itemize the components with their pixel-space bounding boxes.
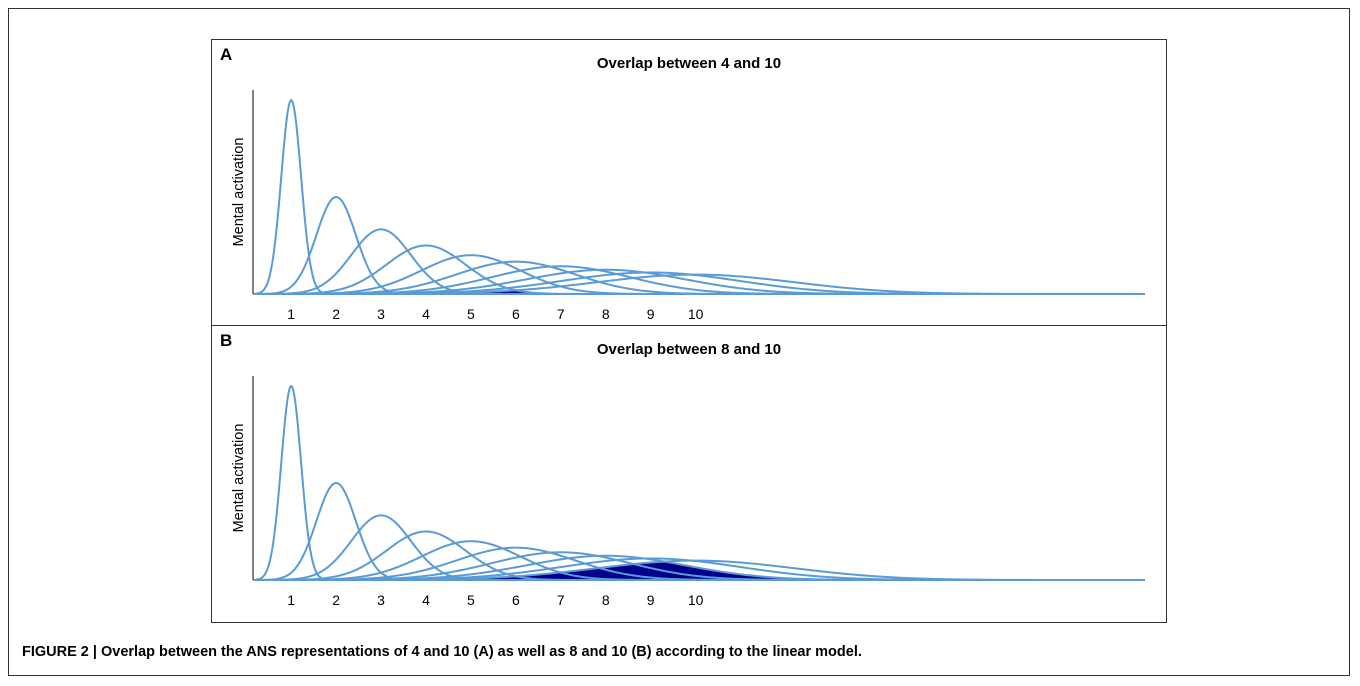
panel-label-b: B bbox=[220, 331, 232, 350]
panel-label-a: A bbox=[220, 45, 232, 64]
x-tick-label-10-b: 10 bbox=[688, 592, 704, 608]
x-tick-label-10-a: 10 bbox=[688, 306, 704, 322]
y-axis-label-b: Mental activation bbox=[231, 424, 247, 533]
x-tick-label-4-a: 4 bbox=[422, 306, 430, 322]
x-tick-label-9-b: 9 bbox=[647, 592, 655, 608]
x-tick-label-8-b: 8 bbox=[602, 592, 610, 608]
panel-a: A Overlap between 4 and 10 Mental activa… bbox=[211, 39, 1167, 326]
curve-4-a bbox=[253, 244, 1145, 295]
x-tick-label-8-a: 8 bbox=[602, 306, 610, 322]
x-tick-label-2-b: 2 bbox=[332, 592, 340, 608]
chart-title-a: Overlap between 4 and 10 bbox=[597, 55, 781, 72]
chart-title-b: Overlap between 8 and 10 bbox=[597, 341, 781, 358]
x-tick-label-7-a: 7 bbox=[557, 306, 565, 322]
x-tick-label-5-a: 5 bbox=[467, 306, 475, 322]
panel-b: B Overlap between 8 and 10 Mental activa… bbox=[211, 325, 1167, 623]
x-tick-label-6-a: 6 bbox=[512, 306, 520, 322]
overlap-area-b bbox=[253, 561, 1145, 580]
x-tick-label-9-a: 9 bbox=[647, 306, 655, 322]
x-tick-label-1-b: 1 bbox=[287, 592, 295, 608]
chart-b-svg: B Overlap between 8 and 10 Mental activa… bbox=[220, 331, 1145, 608]
x-tick-label-4-b: 4 bbox=[422, 592, 430, 608]
x-tick-label-7-b: 7 bbox=[557, 592, 565, 608]
x-tick-label-3-b: 3 bbox=[377, 592, 385, 608]
y-axis-label-a: Mental activation bbox=[231, 138, 247, 247]
x-tick-label-6-b: 6 bbox=[512, 592, 520, 608]
figure-frame: A Overlap between 4 and 10 Mental activa… bbox=[8, 8, 1350, 676]
curve-6-a bbox=[253, 260, 1145, 295]
chart-a-svg: A Overlap between 4 and 10 Mental activa… bbox=[220, 45, 1145, 322]
curve-2-b bbox=[252, 482, 1145, 581]
x-tick-label-2-a: 2 bbox=[332, 306, 340, 322]
plot-area-a: 1 2 3 4 5 6 7 8 9 10 bbox=[252, 90, 1145, 322]
x-tick-label-1-a: 1 bbox=[287, 306, 295, 322]
figure-caption: FIGURE 2 | Overlap between the ANS repre… bbox=[22, 644, 862, 660]
x-tick-label-3-a: 3 bbox=[377, 306, 385, 322]
plot-area-b: 1 2 3 4 5 6 7 8 9 10 bbox=[252, 376, 1145, 608]
curve-2-a bbox=[252, 196, 1145, 295]
x-tick-label-5-b: 5 bbox=[467, 592, 475, 608]
